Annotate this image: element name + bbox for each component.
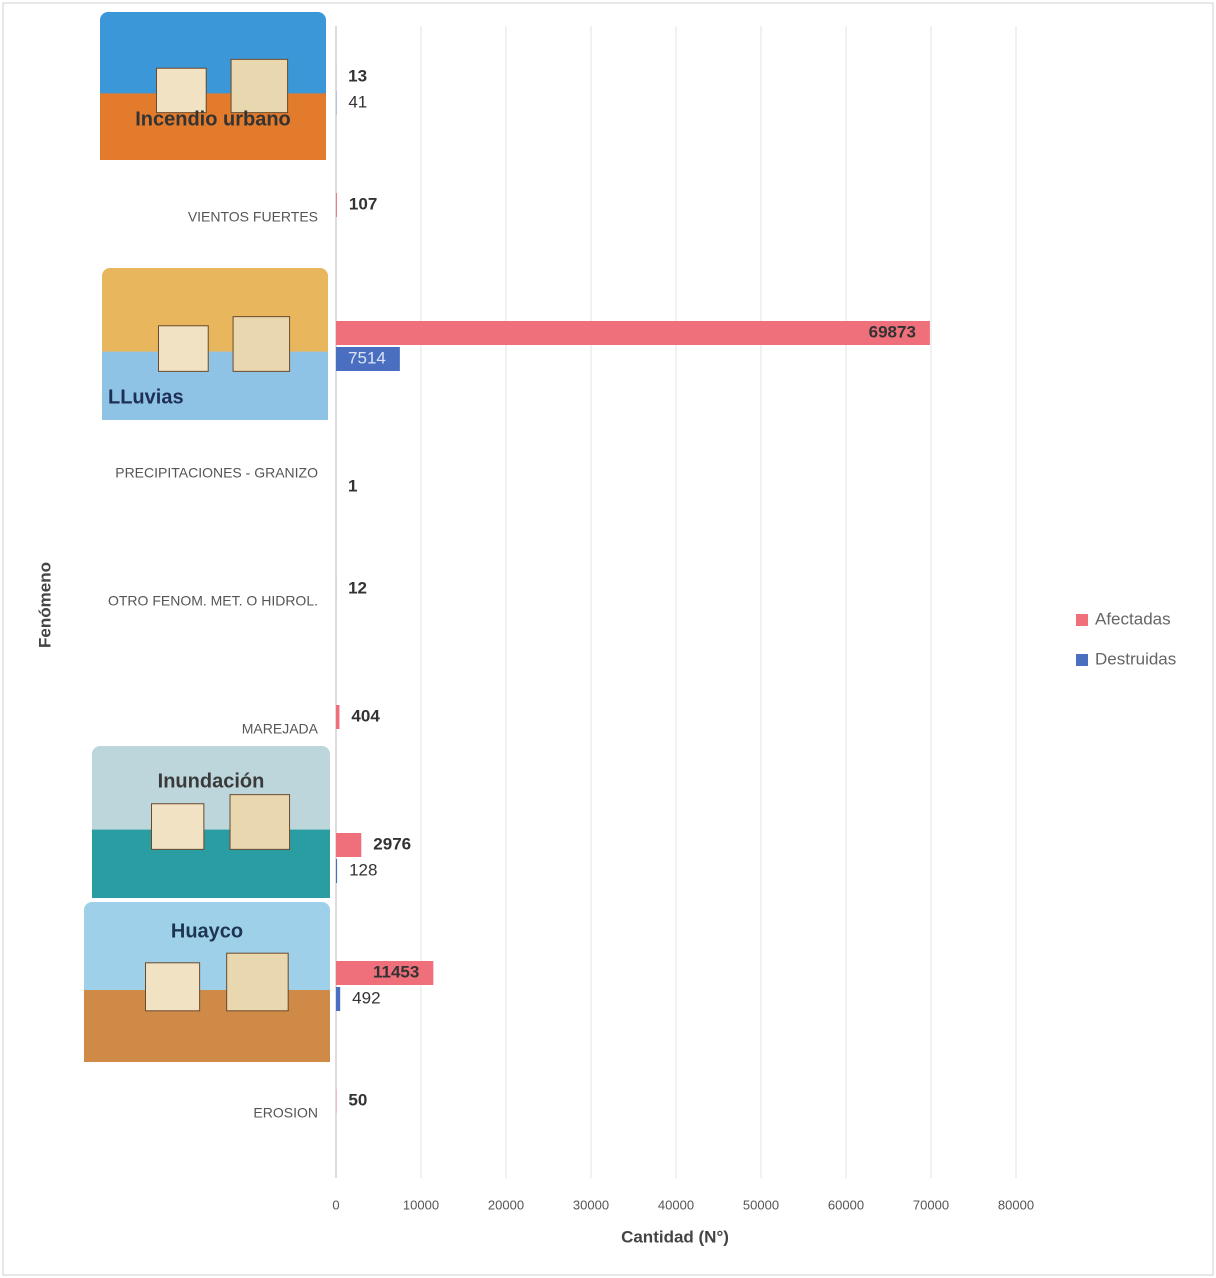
bar xyxy=(336,833,362,857)
x-tick-label: 0 xyxy=(332,1197,339,1212)
bar xyxy=(336,193,337,217)
value-label: 7514 xyxy=(348,348,386,367)
x-tick-label: 70000 xyxy=(913,1197,949,1212)
picture-ground xyxy=(102,351,328,420)
bar xyxy=(336,859,338,883)
category-label: Inundación xyxy=(158,770,265,792)
category-label: OTRO FENOM. MET. O HIDROL. xyxy=(108,593,318,609)
y-axis-title: Fenómeno xyxy=(35,562,54,648)
x-tick-label: 50000 xyxy=(743,1197,779,1212)
bar xyxy=(336,961,434,985)
legend-swatch xyxy=(1076,654,1088,666)
picture-house xyxy=(158,325,209,372)
bar xyxy=(336,705,340,729)
picture-house xyxy=(232,316,291,372)
category-label: PRECIPITACIONES - GRANIZO xyxy=(115,465,318,481)
picture-house xyxy=(229,794,291,850)
value-label: 13 xyxy=(348,66,367,85)
x-tick-label: 40000 xyxy=(658,1197,694,1212)
picture-ground xyxy=(84,990,330,1062)
legend-swatch xyxy=(1076,614,1088,626)
value-label: 12 xyxy=(348,578,367,597)
picture-ground xyxy=(100,93,326,160)
x-tick-label: 60000 xyxy=(828,1197,864,1212)
category-label: Incendio urbano xyxy=(135,108,291,130)
value-label: 69873 xyxy=(869,322,916,341)
picture-house xyxy=(226,952,289,1012)
value-label: 128 xyxy=(349,860,377,879)
bar xyxy=(336,347,400,371)
picture-house xyxy=(151,803,205,850)
picture-house xyxy=(145,962,201,1012)
legend-label: Destruidas xyxy=(1095,649,1176,668)
picture-house xyxy=(156,67,207,114)
x-tick-label: 80000 xyxy=(998,1197,1034,1212)
category-label: EROSION xyxy=(253,1105,318,1121)
value-label: 107 xyxy=(349,194,377,213)
category-label: VIENTOS FUERTES xyxy=(188,209,318,225)
category-label: MAREJADA xyxy=(242,721,319,737)
x-tick-label: 30000 xyxy=(573,1197,609,1212)
x-tick-label: 20000 xyxy=(488,1197,524,1212)
value-label: 11453 xyxy=(373,962,419,981)
category-label: Huayco xyxy=(171,920,243,942)
value-label: 1 xyxy=(348,476,357,495)
legend-label: Afectadas xyxy=(1095,609,1171,628)
category-label: LLuvias xyxy=(108,386,184,408)
value-label: 404 xyxy=(351,706,380,725)
x-tick-label: 10000 xyxy=(403,1197,439,1212)
bar xyxy=(336,987,341,1011)
picture-ground xyxy=(92,829,330,898)
value-label: 2976 xyxy=(373,834,411,853)
value-label: 492 xyxy=(352,988,380,1007)
value-label: 41 xyxy=(348,92,367,111)
picture-house xyxy=(230,58,289,114)
x-axis-title: Cantidad (N°) xyxy=(621,1227,729,1246)
bar xyxy=(336,321,930,345)
value-label: 50 xyxy=(348,1090,367,1109)
